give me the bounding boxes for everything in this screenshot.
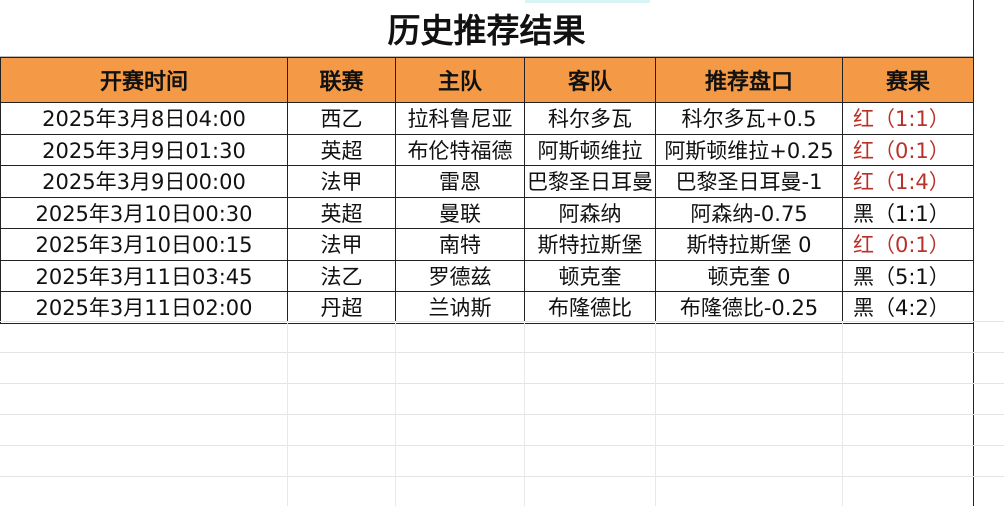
- away-team-cell[interactable]: 阿斯顿维拉: [524, 133, 656, 166]
- time-cell[interactable]: 2025年3月11日03:45: [0, 259, 288, 292]
- sheet-title[interactable]: 历史推荐结果: [0, 0, 973, 57]
- table-row: 2025年3月10日00:15 法甲 南特 斯特拉斯堡 斯特拉斯堡 0 红（0:1）: [0, 228, 974, 261]
- time-cell[interactable]: 2025年3月11日02:00: [0, 291, 288, 324]
- time-cell[interactable]: 2025年3月9日01:30: [0, 133, 288, 166]
- away-team-cell[interactable]: 顿克奎: [524, 259, 656, 292]
- pick-cell[interactable]: 布隆德比-0.25: [655, 291, 843, 324]
- league-cell[interactable]: 西乙: [287, 102, 396, 135]
- grid-line: [655, 321, 656, 506]
- grid-line: [395, 321, 396, 506]
- header-time[interactable]: 开赛时间: [0, 57, 288, 103]
- league-cell[interactable]: 法乙: [287, 259, 396, 292]
- league-cell[interactable]: 丹超: [287, 291, 396, 324]
- pick-cell[interactable]: 科尔多瓦+0.5: [655, 102, 843, 135]
- pick-cell[interactable]: 阿斯顿维拉+0.25: [655, 133, 843, 166]
- empty-grid: [0, 321, 1004, 506]
- away-team-cell[interactable]: 阿森纳: [524, 196, 656, 229]
- home-team-cell[interactable]: 兰讷斯: [395, 291, 525, 324]
- away-team-cell[interactable]: 科尔多瓦: [524, 102, 656, 135]
- league-cell[interactable]: 法甲: [287, 165, 396, 198]
- home-team-cell[interactable]: 罗德兹: [395, 259, 525, 292]
- header-row: 开赛时间 联赛 主队 客队 推荐盘口 赛果: [0, 57, 974, 103]
- pick-cell[interactable]: 巴黎圣日耳曼-1: [655, 165, 843, 198]
- away-team-cell[interactable]: 巴黎圣日耳曼: [524, 165, 656, 198]
- pick-cell[interactable]: 斯特拉斯堡 0: [655, 228, 843, 261]
- header-pick[interactable]: 推荐盘口: [655, 57, 843, 103]
- time-cell[interactable]: 2025年3月9日00:00: [0, 165, 288, 198]
- result-cell[interactable]: 红（1:1）: [842, 102, 974, 135]
- home-team-cell[interactable]: 曼联: [395, 196, 525, 229]
- table-row: 2025年3月11日03:45 法乙 罗德兹 顿克奎 顿克奎 0 黑（5:1）: [0, 259, 974, 292]
- result-cell[interactable]: 红（1:4）: [842, 165, 974, 198]
- home-team-cell[interactable]: 布伦特福德: [395, 133, 525, 166]
- grid-line: [842, 321, 843, 506]
- home-team-cell[interactable]: 拉科鲁尼亚: [395, 102, 525, 135]
- league-cell[interactable]: 法甲: [287, 228, 396, 261]
- away-team-cell[interactable]: 布隆德比: [524, 291, 656, 324]
- header-home[interactable]: 主队: [395, 57, 525, 103]
- result-cell[interactable]: 黑（1:1）: [842, 196, 974, 229]
- home-team-cell[interactable]: 雷恩: [395, 165, 525, 198]
- grid-line: [287, 321, 288, 506]
- result-cell[interactable]: 红（0:1）: [842, 228, 974, 261]
- header-league[interactable]: 联赛: [287, 57, 396, 103]
- time-cell[interactable]: 2025年3月8日04:00: [0, 102, 288, 135]
- selection-highlight: [525, 0, 650, 3]
- table-row: 2025年3月11日02:00 丹超 兰讷斯 布隆德比 布隆德比-0.25 黑（4:2）: [0, 291, 974, 324]
- time-cell[interactable]: 2025年3月10日00:15: [0, 228, 288, 261]
- table-row: 2025年3月9日00:00 法甲 雷恩 巴黎圣日耳曼 巴黎圣日耳曼-1 红（1:4）: [0, 165, 974, 198]
- pick-cell[interactable]: 顿克奎 0: [655, 259, 843, 292]
- results-table: 开赛时间 联赛 主队 客队 推荐盘口 赛果 2025年3月8日04:00 西乙 拉科…: [0, 57, 974, 324]
- pick-cell[interactable]: 阿森纳-0.75: [655, 196, 843, 229]
- column-divider: [973, 0, 974, 506]
- time-cell[interactable]: 2025年3月10日00:30: [0, 196, 288, 229]
- header-result[interactable]: 赛果: [842, 57, 974, 103]
- result-cell[interactable]: 黑（5:1）: [842, 259, 974, 292]
- league-cell[interactable]: 英超: [287, 133, 396, 166]
- table-row: 2025年3月8日04:00 西乙 拉科鲁尼亚 科尔多瓦 科尔多瓦+0.5 红（1:1）: [0, 102, 974, 135]
- result-cell[interactable]: 红（0:1）: [842, 133, 974, 166]
- table-row: 2025年3月9日01:30 英超 布伦特福德 阿斯顿维拉 阿斯顿维拉+0.25 红（0:…: [0, 133, 974, 166]
- away-team-cell[interactable]: 斯特拉斯堡: [524, 228, 656, 261]
- result-cell[interactable]: 黑（4:2）: [842, 291, 974, 324]
- table-row: 2025年3月10日00:30 英超 曼联 阿森纳 阿森纳-0.75 黑（1:1）: [0, 196, 974, 229]
- grid-line: [524, 321, 525, 506]
- league-cell[interactable]: 英超: [287, 196, 396, 229]
- home-team-cell[interactable]: 南特: [395, 228, 525, 261]
- header-away[interactable]: 客队: [524, 57, 656, 103]
